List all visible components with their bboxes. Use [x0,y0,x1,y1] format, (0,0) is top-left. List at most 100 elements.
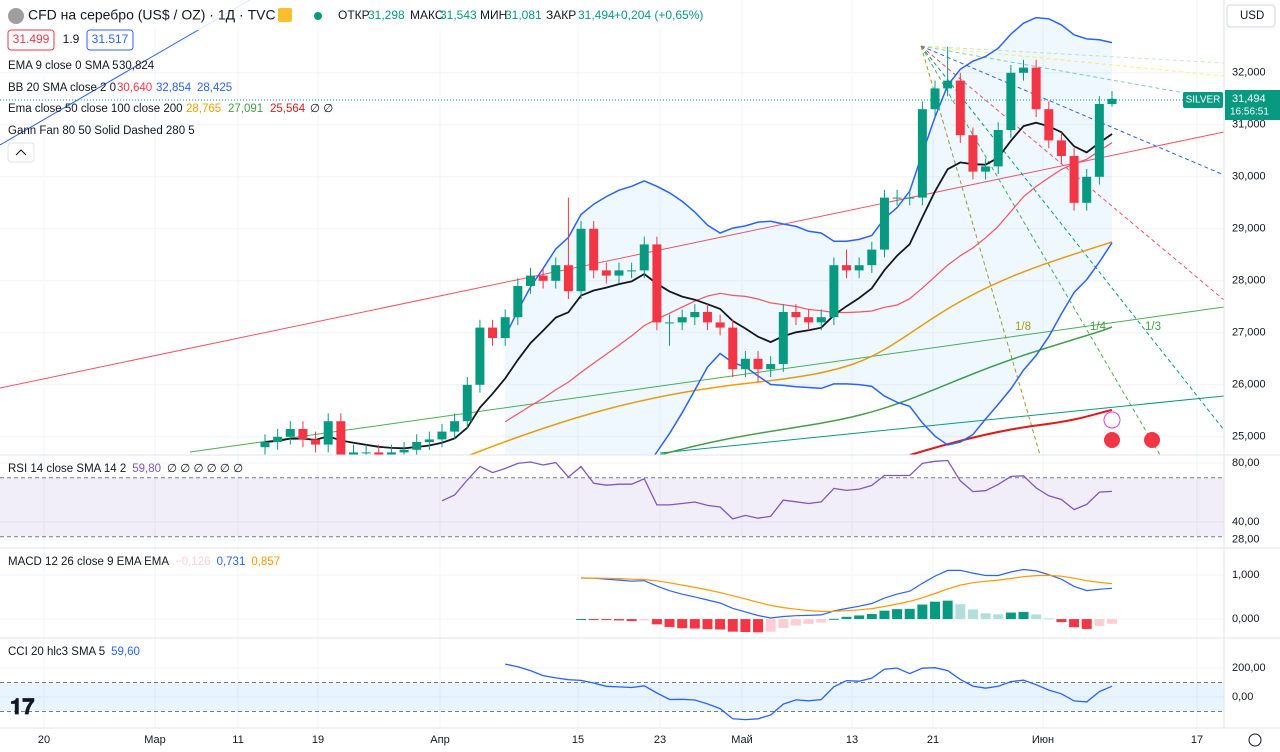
candle-body [361,452,371,454]
y-tick-label: 80,00 [1232,457,1260,469]
candle-body [930,88,940,110]
ema-50 [469,241,1113,455]
settings-icon[interactable] [1248,733,1262,747]
legend-value: 32,854 [156,82,192,94]
countdown: 16:56:51 [1230,107,1269,118]
event-icon[interactable] [1103,411,1121,429]
legend-value: 27,091 [228,103,263,115]
candle-body [1107,98,1117,104]
legend-ema[interactable]: Ema close 50 close 100 close 200 [8,103,183,115]
tv-logo[interactable]: 𝟏𝟕 [10,694,35,719]
bid[interactable]: 31.499 [13,32,50,46]
ask-box[interactable] [86,29,134,51]
candle-body [627,270,637,272]
indicator-title[interactable]: MACD 12 26 close 9 EMA EMA [8,556,169,568]
collapse-button[interactable] [7,142,35,163]
bid-box[interactable] [7,29,55,51]
macd-histogram [601,619,612,621]
candle-body [791,312,801,318]
signal-line [580,574,1113,613]
candle-body [993,130,1003,167]
macd-histogram [917,604,928,620]
legend-gann[interactable]: Gann Fan 80 50 Solid Dashed 280 5 [8,125,195,137]
bb-upper [504,16,1113,337]
candle-body [879,197,889,250]
candle-body [1019,67,1029,73]
time-label: 17 [1191,734,1203,746]
y-tick-label: 30,000 [1232,171,1266,183]
macd-histogram [588,619,599,621]
candle-body [892,197,902,199]
time-label: Мар [144,734,166,746]
legend-ema9[interactable]: EMA 9 close 0 SMA 5 [8,60,119,72]
macd-histogram [803,619,814,624]
y-tick-label: 26,000 [1232,379,1266,391]
currency[interactable]: USD [1240,10,1264,22]
indicator-value: −0,126 [175,556,211,568]
ohlc-value: 31,494 [578,8,615,22]
legend-value: 28,425 [197,82,232,94]
gann-label: 1/4 [1090,321,1107,333]
indicator-title[interactable]: CCI 20 hlc3 SMA 5 [8,646,105,658]
macd-histogram [967,609,978,620]
legend-value: 30,824 [119,60,155,72]
currency-button[interactable] [1226,4,1276,28]
candle-body [867,249,877,266]
candle-body [500,317,510,338]
y-tick-label: 200,00 [1232,662,1266,674]
gann-label: 1/8 [1015,321,1031,333]
y-tick-label: 28,000 [1232,275,1266,287]
ohlc-value: 31,543 [440,8,477,22]
candle-body [854,265,864,271]
candle-body [614,270,624,276]
candle-body [1056,140,1066,156]
legend-value: 25,564 [270,103,306,115]
candle-body [702,312,712,323]
candle-body [778,312,788,364]
bb-lower [653,242,1113,455]
candle-body [740,358,750,370]
ohlc-label: МАКС [410,8,444,22]
candle-body [399,449,409,453]
ask[interactable]: 31.517 [92,32,129,46]
macd-histogram [816,619,827,623]
candle-body [1006,72,1016,130]
candle-body [563,265,573,292]
event-icon[interactable] [1104,432,1120,448]
macd-histogram [576,619,587,621]
indicator-value: 59,60 [111,646,140,658]
flag-icon[interactable] [278,8,292,22]
macd-histogram [790,619,801,626]
candle-body [589,228,599,271]
candle-body [955,80,965,136]
macd-histogram [715,619,726,630]
macd-histogram [639,619,650,621]
symbol-title[interactable]: CFD на серебро (US$ / OZ) · 1Д · TVC [28,7,276,23]
indicator-title[interactable]: RSI 14 close SMA 14 2 [8,463,126,475]
macd-histogram [1107,619,1117,624]
rsi-band [0,477,1224,537]
candle-body [728,327,738,370]
collapse-icon [15,149,27,156]
time-label: Май [731,734,753,746]
candle-body [804,317,814,323]
macd-histogram [1005,612,1016,620]
macd-histogram [651,619,662,625]
candle-body [576,228,586,292]
candle-body [412,442,422,450]
macd-histogram [1081,619,1092,629]
macd-histogram [828,618,839,620]
candle-body [639,244,649,271]
candle-body [1082,176,1092,203]
candle-body [766,364,776,370]
legend-value: ∅ ∅ [310,103,333,115]
event-icon[interactable] [1144,432,1160,448]
macd-histogram [955,604,966,620]
time-label: 13 [846,734,858,746]
candle-body [323,421,333,445]
candle-body [311,439,321,445]
time-label: 11 [232,734,243,746]
ohlc-label: МИН [480,8,507,22]
ohlc-label: ОТКР [338,8,370,22]
legend-bb[interactable]: BB 20 SMA close 2 0 [8,82,116,94]
